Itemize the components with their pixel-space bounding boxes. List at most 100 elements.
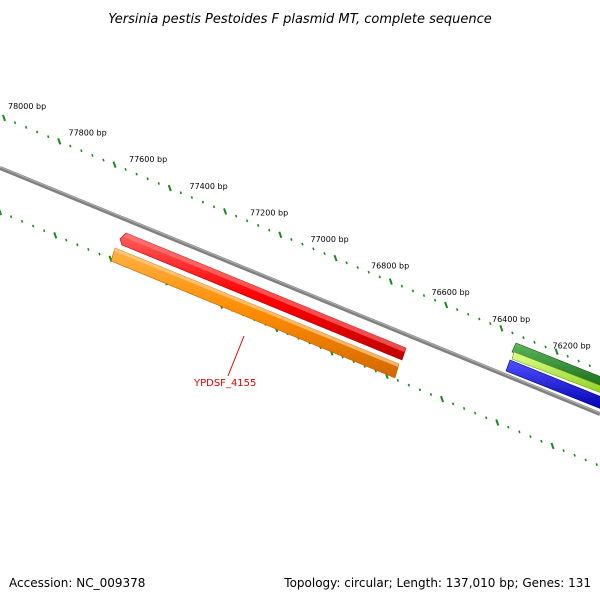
inner-tick-minor — [562, 449, 565, 453]
outer-tick-minor — [146, 177, 149, 181]
gene-orange-feature[interactable] — [110, 247, 400, 379]
gene-label-ypdsf-4155[interactable]: YPDSF_4155 — [193, 378, 256, 389]
outer-tick-minor — [312, 247, 315, 251]
outer-tick-minor — [91, 153, 94, 157]
inner-tick-minor — [76, 243, 79, 247]
inner-tick-minor — [429, 392, 433, 396]
outer-tick-minor — [588, 364, 591, 368]
outer-tick-minor — [400, 284, 404, 288]
inner-tick-minor — [43, 229, 46, 233]
inner-tick-minor — [485, 416, 488, 420]
outer-tick-minor — [367, 270, 370, 274]
outer-tick-minor — [433, 298, 437, 302]
outer-tick-minor — [511, 331, 514, 335]
outer-tick-minor — [157, 181, 160, 185]
ruler-label: 77000 bp — [311, 235, 349, 244]
outer-tick-ruler — [2, 114, 591, 368]
inner-tick-minor — [20, 219, 24, 223]
accession-text: Accession: NC_009378 — [9, 576, 145, 590]
outer-tick-minor — [245, 219, 249, 223]
outer-tick-minor — [201, 200, 205, 204]
outer-tick-minor — [35, 130, 39, 134]
outer-tick-minor — [544, 345, 547, 349]
outer-tick-major — [223, 208, 228, 215]
inner-tick-minor — [573, 453, 576, 457]
gene-light-green-feature[interactable] — [511, 351, 600, 394]
gene-label-callout — [227, 335, 245, 377]
inner-tick-minor — [540, 439, 543, 443]
outer-tick-minor — [467, 312, 470, 316]
outer-tick-minor — [455, 308, 459, 312]
outer-tick-minor — [533, 340, 536, 344]
inner-tick-minor — [418, 388, 422, 392]
plasmid-backbone-highlight — [0, 166, 600, 414]
ruler-label: 78000 bp — [8, 102, 46, 111]
gene-blue-feature[interactable] — [505, 359, 600, 410]
outer-tick-major — [278, 231, 283, 239]
outer-tick-minor — [13, 121, 17, 125]
outer-tick-minor — [323, 252, 326, 255]
inner-tick-minor — [518, 430, 521, 434]
genome-summary-text: Topology: circular; Length: 137,010 bp; … — [283, 576, 591, 590]
plasmid-backbone — [0, 166, 600, 416]
inner-tick-minor — [87, 247, 90, 251]
ruler-label: 76800 bp — [371, 262, 409, 271]
inner-tick-major — [495, 419, 500, 426]
outer-tick-minor — [135, 172, 138, 176]
ruler-label: 76600 bp — [432, 288, 470, 297]
ruler-label: 77600 bp — [129, 155, 167, 164]
map-title: Yersinia pestis Pestoides F plasmid MT, … — [108, 12, 492, 27]
outer-tick-minor — [290, 238, 293, 241]
outer-tick-minor — [124, 167, 127, 171]
outer-tick-major — [388, 278, 393, 285]
inner-tick-minor — [584, 458, 587, 462]
inner-tick-minor — [98, 252, 101, 256]
ruler-label: 76400 bp — [492, 315, 530, 324]
outer-tick-minor — [179, 191, 183, 195]
outer-tick-major — [554, 348, 559, 355]
outer-tick-minor — [378, 275, 381, 279]
outer-tick-major — [333, 254, 338, 262]
inner-tick-major — [440, 395, 445, 403]
ruler-label: 77400 bp — [190, 182, 228, 191]
inner-tick-major — [53, 232, 58, 239]
outer-tick-minor — [566, 354, 569, 358]
outer-tick-minor — [234, 214, 238, 218]
gene-dark-green-feature[interactable] — [511, 342, 600, 388]
outer-tick-minor — [47, 135, 50, 139]
outer-tick-minor — [522, 336, 525, 340]
inner-tick-major — [0, 208, 2, 216]
ruler-labels: 78000 bp 77800 bp 77600 bp 77400 bp 77200 bp… — [8, 102, 591, 350]
inner-tick-minor — [407, 383, 411, 387]
outer-tick-major — [444, 301, 449, 309]
inner-tick-minor — [65, 238, 68, 242]
inner-tick-minor — [396, 378, 399, 382]
outer-tick-minor — [489, 322, 492, 326]
outer-tick-minor — [356, 266, 359, 270]
outer-tick-minor — [257, 224, 260, 227]
outer-tick-minor — [345, 261, 348, 265]
outer-tick-minor — [411, 289, 415, 293]
inner-tick-minor — [595, 463, 598, 467]
inner-tick-minor — [9, 215, 13, 219]
outer-tick-minor — [190, 195, 194, 199]
ruler-label: 76200 bp — [553, 341, 591, 350]
inner-tick-major — [550, 442, 555, 450]
inner-tick-minor — [474, 411, 477, 415]
outer-tick-major — [112, 161, 117, 169]
outer-tick-minor — [69, 144, 72, 148]
outer-tick-major — [57, 138, 62, 145]
outer-tick-minor — [268, 228, 271, 232]
outer-tick-major — [2, 114, 6, 122]
outer-tick-major — [167, 184, 172, 192]
ruler-label: 77800 bp — [69, 129, 107, 138]
inner-tick-minor — [462, 407, 466, 410]
inner-tick-minor — [451, 402, 455, 406]
gene-red-feature[interactable] — [119, 232, 407, 361]
outer-tick-minor — [577, 359, 580, 363]
outer-tick-major — [499, 324, 504, 332]
outer-tick-minor — [24, 125, 28, 129]
outer-tick-minor — [212, 205, 216, 209]
inner-tick-minor — [31, 224, 35, 228]
